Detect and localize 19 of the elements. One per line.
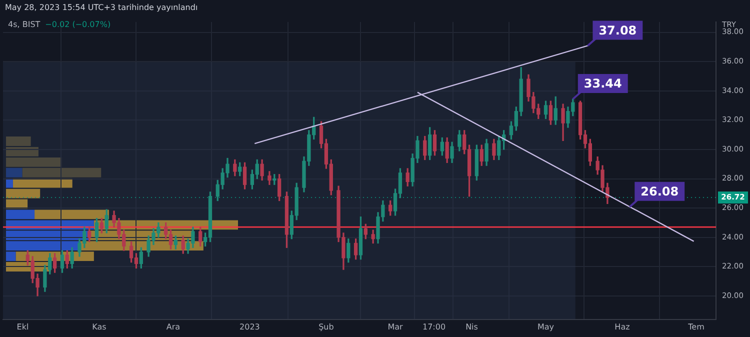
- annotation: 26.08: [640, 184, 679, 199]
- x-tick-label: 2023: [240, 322, 260, 332]
- chart-title: 4s, BIST: [8, 20, 40, 29]
- annotation: 37.08: [598, 23, 637, 38]
- x-tick-label: Şub: [318, 322, 334, 332]
- annotation: 33.44: [584, 76, 622, 91]
- x-tick-label: Nis: [466, 322, 478, 332]
- x-tick-label: 17:00: [422, 322, 446, 332]
- x-tick-label: Haz: [614, 322, 630, 332]
- chart-subtitle: −0.02 (−0.07%): [45, 20, 111, 29]
- x-tick-label: Tem: [687, 322, 705, 332]
- bar: [6, 168, 22, 178]
- x-tick-label: Ekl: [16, 322, 29, 332]
- x-tick-label: Kas: [92, 322, 106, 332]
- text: May 28, 2023 15:54 UTC+3 tarihinde yayınlandı: [5, 3, 198, 12]
- x-tick-label: Ara: [166, 322, 180, 332]
- x-tick-label: Mar: [388, 322, 404, 332]
- x-tick-label: May: [537, 322, 554, 332]
- bar: [6, 178, 13, 188]
